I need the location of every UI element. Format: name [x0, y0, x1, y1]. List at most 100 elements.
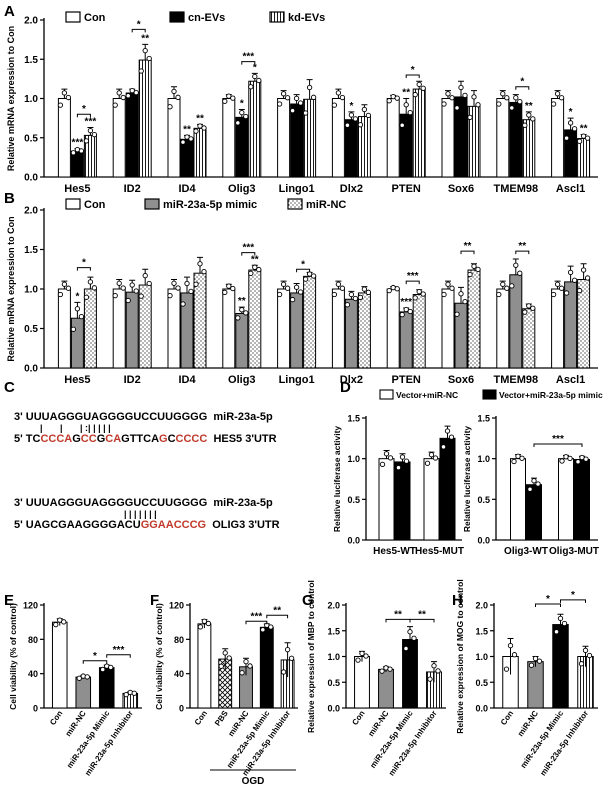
panel-a-chart-bar-pten-kd-evs-point-1	[416, 81, 422, 88]
hes5-segment-1: G	[72, 433, 81, 445]
panel-h-chart-xtick-label-0: Con	[499, 709, 515, 727]
panel-b-chart-bar-ascl1-con-point-2	[558, 285, 565, 291]
panel-h-chart-bracket-1-label: *	[571, 590, 575, 601]
panel-a-chart-bar-sox6-kd-evs-point-1	[471, 94, 477, 100]
hes5-segment-5: GTTCA	[121, 433, 159, 445]
panel-a-chart-bar-dlx2-con-point-2	[339, 94, 346, 101]
legend-a-swatch-cn-evs	[169, 11, 185, 23]
hes5-segment-6: G	[159, 433, 168, 445]
panel-a-chart-bar-sox6-con-point-2	[449, 95, 455, 101]
panel-a-chart-ytick-label-4: 2.0	[24, 16, 38, 27]
panel-d-left-chart-bar-hes5-mut-vector-mir-nc-point-0	[424, 460, 431, 466]
panel-b-chart-bar-hes5-mir-23a-5p-mimic-point-0	[70, 326, 77, 332]
panel-a-chart-bar-sox6-kd-evs-point-2	[475, 102, 481, 108]
panel-a-chart-bracket-2-label: ***	[242, 52, 254, 63]
panel-d-right-chart-bar-olig3-wt-vector-mir-23a-5p-mimic-point-1	[531, 478, 537, 484]
panel-a-chart-bar-olig3-kd-evs-point-1	[252, 73, 258, 80]
panel-d-left-chart-ytick-label-2: 1.0	[347, 454, 360, 464]
panel-g-chart-bar-mir-nc-point-2	[387, 666, 393, 672]
panel-a-chart-bar-pten-con-point-0	[386, 98, 392, 104]
panel-a-chart-bar-sox6-con-point-1	[445, 91, 451, 97]
panel-a-chart-ytick-label-1: 0.5	[24, 133, 38, 144]
panel-b-chart-bar-id2-con-point-0	[112, 292, 118, 299]
panel-b-chart-bar-olig3-mir-23a-5p-mimic	[235, 312, 249, 369]
panel-b-chart-bar-dlx2-mir-23a-5p-mimic-point-1	[348, 291, 355, 298]
panel-a-chart-bar-tmem98-kd-evs-point-0	[522, 122, 528, 128]
panel-a-chart-xtick-label-8: TMEM98	[493, 183, 538, 195]
panel-a-chart-sig-star-6: *	[253, 62, 257, 73]
panel-a-chart-bar-pten-cn-evs-point-1	[403, 102, 409, 108]
panel-h-chart-bar-mir-23a-5p-mimic-point-2	[561, 620, 568, 627]
panel-g-chart-bar-mir-23a-5p-inhibitor-point-0	[427, 676, 433, 682]
panel-a-chart-sig-star-9: **	[525, 101, 533, 112]
panel-b-chart-xtick-label-6: PTEN	[392, 374, 421, 386]
panel-b-chart-bar-dlx2-con-point-1	[335, 281, 342, 287]
panel-a-chart-bar-sox6-kd-evs-point-0	[467, 114, 473, 120]
panel-b-chart: 0.0 0.5 1.0 1.5 2.0 Relative mRNA expression …	[6, 206, 598, 386]
panel-b-chart-bracket-3-label: ***	[407, 271, 419, 282]
panel-g-chart-bar-mir-nc-point-0	[379, 668, 385, 674]
panel-b-chart-bar-dlx2-mir-23a-5p-mimic-point-0	[344, 302, 351, 308]
panel-d-right-chart-bar-olig3-wt-vector-mir-23a-5p-mimic	[526, 484, 542, 541]
panel-f-chart-ytick-label-1: 40	[174, 669, 184, 679]
olig3-prefix: 5' UAGCGAAGGGGACU	[14, 519, 141, 531]
panel-b-chart-bar-id4-mir-nc	[193, 272, 207, 369]
panel-d-left-chart-bar-hes5-mut-vector-mir-nc-point-2	[432, 455, 439, 461]
panel-a-chart-bar-id2-kd-evs-point-0	[138, 68, 144, 74]
panel-a-chart-sig-star-2: **	[141, 33, 149, 44]
hes5-segment-7: C	[168, 433, 176, 445]
panel-b-chart-bar-sox6-mir-23a-5p-mimic-point-2	[462, 298, 468, 305]
panel-d-right-chart-bar-olig3-mut-vector-mir-nc	[558, 458, 574, 541]
panel-d-left-chart-xtick-label-0: Hes5-WT	[373, 546, 416, 557]
panel-a-chart-bar-olig3-con	[222, 98, 236, 178]
panel-f-chart-bar-mir-23a-5p-inhibitor-point-2	[288, 655, 295, 661]
panel-g-chart-ytick-label-4: 2.0	[327, 601, 340, 611]
panel-b-chart-bar-ascl1-con-point-1	[554, 281, 561, 287]
panel-d-left-chart-bar-hes5-mut-vector-mir-nc-point-1	[428, 452, 435, 458]
panel-a-chart-bar-lingo1-cn-evs-point-1	[293, 95, 300, 101]
panel-e-chart-xtick-label-1: miR-NC	[64, 709, 88, 738]
ogd-group-label: OGD	[242, 776, 265, 787]
panel-f-chart-bar-pbs-point-2	[226, 655, 232, 661]
panel-f-chart-bar-con-point-0	[197, 624, 204, 630]
panel-b-chart-bar-ascl1-con	[551, 288, 565, 369]
panel-b-chart-bar-lingo1-con-point-0	[276, 291, 283, 298]
panel-a-chart-bar-olig3-kd-evs-point-0	[248, 84, 254, 90]
panel-e-chart-ytick-label-2: 80	[28, 635, 38, 645]
panel-b-chart-xtick-label-8: TMEM98	[493, 374, 538, 386]
panel-e-chart-bracket-1-line	[106, 654, 131, 658]
panel-a-chart-bar-dlx2-kd-evs-point-1	[361, 106, 368, 113]
olig3-seed-site: GGAACCCG	[141, 519, 206, 531]
panel-f-chart-xtick-label-1: PBS	[213, 708, 230, 727]
panel-b-chart-bar-olig3-mir-nc-point-2	[256, 266, 262, 273]
panel-b-chart-bar-sox6-con	[441, 288, 455, 369]
panel-a-chart-bar-lingo1-con-point-2	[284, 95, 291, 101]
panel-d-right-chart-bar-olig3-wt-vector-mir-23a-5p-mimic-point-0	[527, 486, 533, 492]
panel-d-right-chart-bar-olig3-wt-vector-mir-23a-5p-mimic-point-2	[535, 481, 541, 487]
panel-d-left-chart-bar-hes5-wt-vector-mir-23a-5p-mimic-point-0	[395, 464, 402, 471]
panel-b-chart-bar-ascl1-mir-23a-5p-mimic-point-1	[567, 269, 574, 276]
panel-b-chart-bar-dlx2-con	[331, 288, 345, 369]
panel-a-chart-bar-tmem98-cn-evs-point-0	[509, 105, 515, 111]
panel-b-chart-bracket-0-label: *	[82, 258, 86, 269]
panel-d-left-chart-ytick-label-0: 0.0	[347, 536, 360, 546]
panel-b-chart-sig-star-2: **	[251, 254, 259, 265]
panel-a-chart-bar-id4-kd-evs-point-0	[193, 128, 199, 134]
panel-b-chart-bar-pten-mir-nc-point-1	[416, 289, 422, 295]
panel-b-chart-bar-lingo1-mir-nc-point-2	[310, 273, 317, 279]
panel-b-chart-bar-sox6-con-point-1	[445, 281, 451, 287]
panel-b-chart-bar-id2-mir-nc-point-1	[142, 272, 148, 279]
panel-f-chart-bar-mir-23a-5p-mimic-point-2	[268, 624, 274, 630]
panel-a-chart-sig-star-8: **	[402, 88, 410, 99]
panel-b-chart-xtick-label-0: Hes5	[64, 374, 90, 386]
panel-a-chart-bar-dlx2-cn-evs	[344, 119, 358, 178]
panel-b-chart-bar-id4-con-point-2	[175, 285, 181, 291]
panel-a-chart-bar-ascl1-kd-evs-point-2	[584, 135, 591, 141]
panel-d-right-chart-xtick-label-0: Olig3-WT	[504, 546, 548, 557]
panel-b-chart-bar-tmem98-mir-23a-5p-mimic-point-2	[517, 270, 523, 276]
panel-h-chart-ytick-label-4: 2.0	[475, 601, 488, 611]
panel-a-chart-bar-id4-con-point-1	[171, 88, 177, 95]
panel-a-chart-bar-id4-kd-evs-point-1	[197, 123, 203, 129]
panel-a-chart-bar-pten-con	[386, 98, 400, 178]
panel-a-chart-bracket-1-label: *	[137, 19, 141, 30]
